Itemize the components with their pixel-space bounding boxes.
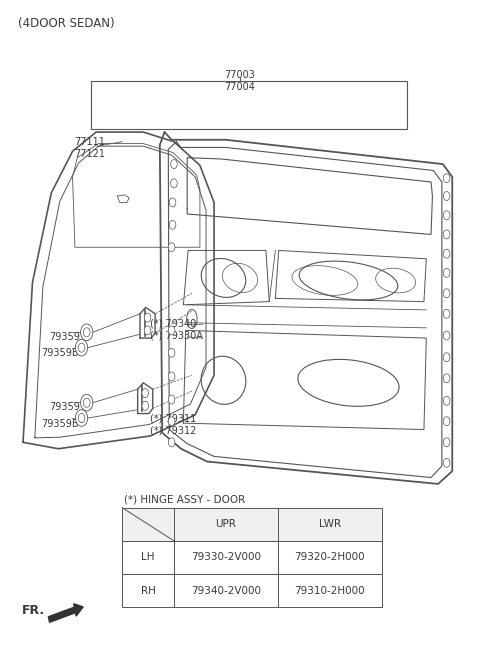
Text: FR.: FR. (22, 604, 45, 617)
Circle shape (444, 374, 450, 383)
FancyArrow shape (48, 604, 83, 622)
Circle shape (168, 243, 175, 251)
Text: (*) 79340
(*) 79330A: (*) 79340 (*) 79330A (150, 319, 203, 340)
Text: 79359B: 79359B (41, 419, 79, 429)
Bar (91, 81, 408, 129)
Circle shape (168, 417, 175, 426)
Text: 79330-2V000: 79330-2V000 (191, 553, 261, 562)
Text: 79359B: 79359B (41, 349, 79, 358)
Circle shape (171, 179, 177, 188)
Text: RH: RH (141, 586, 156, 596)
Circle shape (169, 198, 176, 207)
Circle shape (169, 220, 176, 229)
Circle shape (168, 372, 175, 381)
Circle shape (81, 324, 93, 341)
Circle shape (444, 174, 450, 183)
Text: 79320-2H000: 79320-2H000 (294, 553, 365, 562)
Circle shape (75, 410, 88, 426)
Text: (*) 79311
(*) 79312: (*) 79311 (*) 79312 (150, 413, 197, 435)
Text: 77111
77121: 77111 77121 (74, 137, 105, 159)
Circle shape (144, 313, 151, 322)
Circle shape (78, 343, 85, 353)
Circle shape (444, 192, 450, 200)
Circle shape (444, 331, 450, 340)
Circle shape (444, 353, 450, 362)
Circle shape (81, 395, 93, 411)
Text: 79340-2V000: 79340-2V000 (191, 586, 261, 596)
Circle shape (142, 389, 148, 398)
Circle shape (144, 326, 151, 335)
Text: LH: LH (141, 553, 155, 562)
Circle shape (444, 268, 450, 277)
Circle shape (444, 309, 450, 318)
Circle shape (78, 413, 85, 422)
Text: 79359: 79359 (49, 332, 80, 341)
Circle shape (171, 159, 177, 168)
Circle shape (75, 340, 88, 356)
Bar (122, 541, 382, 574)
Circle shape (168, 395, 175, 404)
Circle shape (444, 211, 450, 220)
Circle shape (168, 438, 175, 447)
Circle shape (444, 249, 450, 258)
Circle shape (444, 417, 450, 426)
Text: 77003
77004: 77003 77004 (225, 70, 255, 91)
Circle shape (444, 458, 450, 467)
Text: 79310-2H000: 79310-2H000 (294, 586, 365, 596)
Circle shape (444, 230, 450, 239)
Circle shape (444, 397, 450, 405)
Circle shape (84, 398, 90, 407)
Circle shape (142, 401, 148, 410)
Circle shape (84, 328, 90, 337)
Text: (4DOOR SEDAN): (4DOOR SEDAN) (18, 17, 115, 30)
Circle shape (168, 326, 175, 335)
Circle shape (444, 289, 450, 298)
Circle shape (444, 438, 450, 447)
Circle shape (168, 349, 175, 357)
Text: LWR: LWR (319, 519, 341, 529)
Text: (*) HINGE ASSY - DOOR: (*) HINGE ASSY - DOOR (124, 494, 246, 504)
Bar (122, 574, 382, 607)
Bar (122, 507, 382, 541)
Text: UPR: UPR (216, 519, 236, 529)
Text: 79359: 79359 (49, 402, 80, 412)
